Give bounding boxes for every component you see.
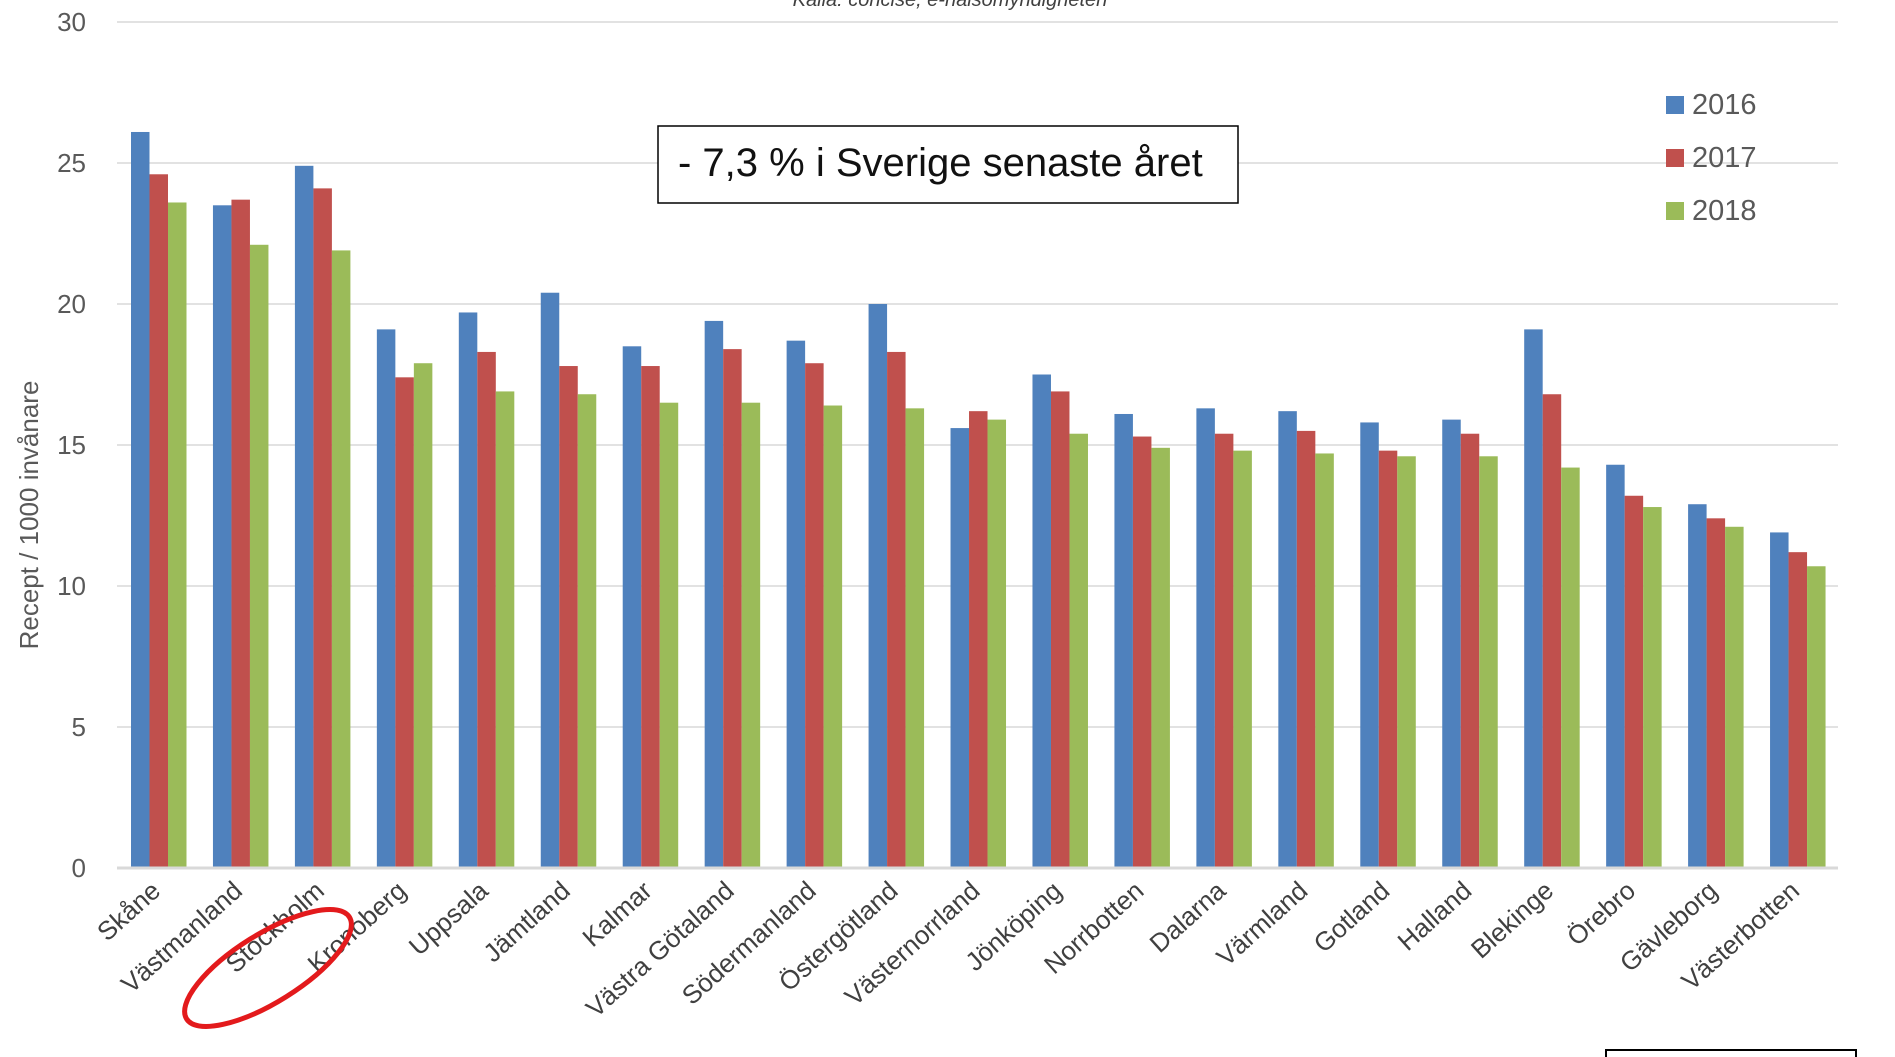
bar-2016 xyxy=(1442,419,1461,868)
bar-2016 xyxy=(786,340,806,868)
bar-2017 xyxy=(887,351,906,868)
bar-2017 xyxy=(395,377,414,868)
bar-2018 xyxy=(1397,456,1416,868)
y-tick-label: 10 xyxy=(57,571,86,601)
bar-2016 xyxy=(1114,413,1133,868)
bar-2018 xyxy=(823,405,843,868)
y-tick-label: 30 xyxy=(57,7,86,37)
bar-2016 xyxy=(622,346,642,868)
bar-2018 xyxy=(905,408,925,868)
bar-2017 xyxy=(1460,433,1480,868)
x-tick-label: Blekinge xyxy=(1465,875,1559,964)
x-tick-label: Värmland xyxy=(1211,875,1314,972)
bar-2016 xyxy=(212,205,232,869)
bar-2016 xyxy=(1360,422,1379,868)
bar-2018 xyxy=(987,419,1007,868)
bar-2018 xyxy=(1233,450,1252,868)
annotation-box: - 7,3 % i Sverige senaste året xyxy=(657,125,1239,204)
x-tick-label: Örebro xyxy=(1561,875,1641,951)
legend-label: 2018 xyxy=(1692,195,1757,227)
bar-2016 xyxy=(704,320,724,868)
legend-label: 2016 xyxy=(1692,89,1757,121)
bar-2017 xyxy=(805,363,824,868)
bar-2018 xyxy=(331,250,351,869)
y-tick-label: 25 xyxy=(57,148,86,178)
legend-swatch xyxy=(1666,149,1684,167)
y-tick-label: 0 xyxy=(72,853,86,883)
bar-2016 xyxy=(540,292,560,869)
bar-2016 xyxy=(131,131,150,869)
bar-2018 xyxy=(659,402,679,868)
y-tick-label: 15 xyxy=(57,430,86,460)
x-tick-label: Gotland xyxy=(1308,875,1396,958)
bar-2018 xyxy=(1725,526,1744,868)
annotation-frame xyxy=(657,125,1239,204)
bar-2018 xyxy=(168,202,187,869)
bar-2018 xyxy=(577,394,597,868)
bar-2016 xyxy=(1196,408,1215,868)
y-axis-ticks: 0 5 10 15 20 25 30 xyxy=(57,7,86,883)
source-note: Källa: concise, e-hälsomyndigheten xyxy=(793,0,1108,11)
bar-2017 xyxy=(1788,552,1808,868)
bar-2018 xyxy=(1643,507,1662,868)
bar-2018 xyxy=(1069,433,1088,868)
x-axis-labels: SkåneVästmanlandStockholmKronobergUppsal… xyxy=(91,875,1805,1023)
bar-2017 xyxy=(477,351,496,868)
bar-2016 xyxy=(950,428,970,868)
bar-2018 xyxy=(249,244,269,868)
y-tick-label: 5 xyxy=(72,712,86,742)
legend-label: 2017 xyxy=(1692,142,1757,174)
x-tick-label: Skåne xyxy=(91,875,166,947)
bar-2017 xyxy=(1296,430,1316,868)
bar-2017 xyxy=(1624,495,1644,868)
bar-2017 xyxy=(313,188,332,868)
bar-2017 xyxy=(1214,433,1234,868)
bar-2018 xyxy=(1479,456,1498,868)
bar-2016 xyxy=(1770,532,1789,868)
bar-2018 xyxy=(413,363,433,868)
bar-2016 xyxy=(1688,504,1707,868)
bar-2017 xyxy=(641,366,660,868)
bars xyxy=(131,131,1826,869)
annotation-text: - 7,3 % i Sverige senaste året xyxy=(678,141,1203,185)
bar-2016 xyxy=(1278,411,1297,868)
bar-2017 xyxy=(1132,436,1152,868)
bar-2017 xyxy=(1050,391,1070,868)
bar-2017 xyxy=(1378,450,1398,868)
legend-swatch xyxy=(1666,96,1684,114)
corner-box-fragment xyxy=(1605,1049,1857,1057)
bar-2017 xyxy=(559,366,578,868)
bar-2018 xyxy=(1561,467,1580,868)
stockholm-highlight-ellipse xyxy=(182,907,354,1029)
y-tick-label: 20 xyxy=(57,289,86,319)
bar-2016 xyxy=(376,329,396,868)
legend: 2016 2017 2018 xyxy=(1666,89,1757,227)
bar-2017 xyxy=(1706,518,1726,868)
bar-2017 xyxy=(969,411,988,868)
bar-2017 xyxy=(723,349,742,868)
bar-2018 xyxy=(1151,447,1170,868)
x-tick-label: Halland xyxy=(1392,875,1478,956)
bar-2017 xyxy=(231,199,250,868)
bar-2016 xyxy=(294,165,314,868)
bar-2016 xyxy=(868,304,888,868)
legend-swatch xyxy=(1666,202,1684,220)
bar-2017 xyxy=(1542,394,1562,868)
bar-2018 xyxy=(1315,453,1334,868)
y-axis-label: Recept / 1000 invånare xyxy=(14,381,44,650)
bar-2018 xyxy=(495,391,515,868)
bar-2016 xyxy=(1524,329,1543,868)
bar-2016 xyxy=(1606,464,1625,868)
bar-2018 xyxy=(1807,566,1826,868)
bar-2018 xyxy=(741,402,761,868)
x-tick-label: Västra Götaland xyxy=(580,875,740,1023)
bar-2016 xyxy=(458,312,478,869)
x-tick-label: Jämtland xyxy=(477,875,575,968)
bar-2016 xyxy=(1032,374,1051,868)
bar-2017 xyxy=(149,174,168,868)
